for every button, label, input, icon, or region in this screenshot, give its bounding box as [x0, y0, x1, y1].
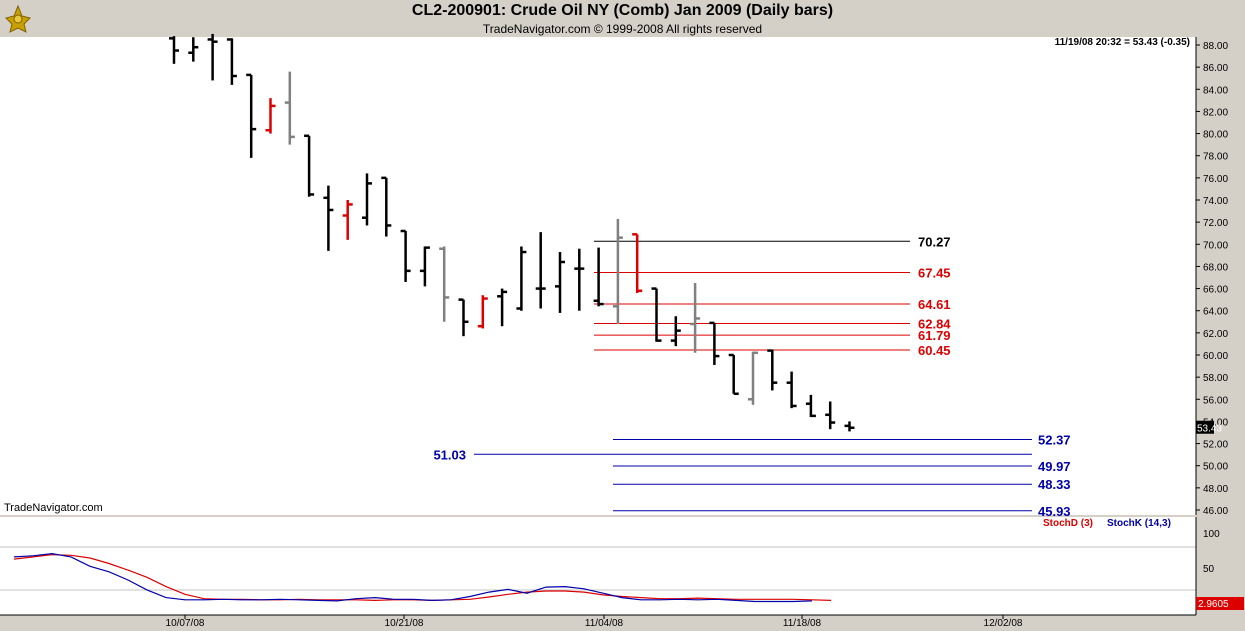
- ohlc-bar: [555, 252, 565, 313]
- ohlc-bar: [825, 401, 836, 430]
- price-tick-label: 70.00: [1203, 240, 1228, 251]
- target-label: 51.03: [433, 447, 466, 462]
- ohlc-bar: [612, 218, 623, 324]
- price-tick-label: 82.00: [1203, 107, 1228, 118]
- target-label: 48.33: [1038, 477, 1071, 492]
- fib-level-label: 62.84: [918, 317, 951, 332]
- target-label: 52.37: [1038, 432, 1071, 447]
- ohlc-bar: [439, 246, 450, 322]
- stoch-series-line: [13, 552, 813, 603]
- ohlc-bar: [362, 173, 372, 226]
- price-axis: 88.00 86.00 84.00 82.00 80.00 78.00 76.00 74.00…: [1195, 37, 1228, 517]
- price-tick-label: 52.00: [1203, 440, 1228, 451]
- ohlc-bar: [805, 394, 816, 418]
- ohlc-bar: [304, 134, 315, 197]
- ohlc-bar: [748, 351, 758, 405]
- price-tick-label: 72.00: [1203, 218, 1228, 229]
- price-tick-label: 64.00: [1203, 307, 1228, 318]
- price-tick-label: 80.00: [1203, 130, 1228, 141]
- stoch-last-box: [1196, 597, 1244, 610]
- price-tick-label: 58.00: [1203, 373, 1228, 384]
- fib-level-label: 61.79: [918, 328, 951, 343]
- ohlc-bar: [651, 287, 662, 342]
- stochastic-panel: 100 50 2.9605: [0, 517, 1244, 615]
- fib-level-label: 64.61: [918, 297, 951, 312]
- price-tick-label: 56.00: [1203, 395, 1228, 406]
- price-tick-label: 50.00: [1203, 462, 1228, 473]
- ohlc-bar: [632, 233, 643, 293]
- price-tick-label: 60.00: [1203, 351, 1228, 362]
- stoch-last-label: 2.9605: [1198, 599, 1229, 610]
- price-tick-label: 54.00: [1203, 417, 1228, 428]
- ohlc-bar: [767, 349, 778, 391]
- ohlc-bar: [188, 37, 199, 62]
- price-tick-label: 76.00: [1203, 174, 1228, 185]
- ohlc-bar: [458, 298, 469, 337]
- legend-stochk: StochK (14,3): [1107, 518, 1171, 529]
- ohlc-bar: [477, 295, 488, 329]
- stochastic-panel-background: [0, 517, 1196, 615]
- fib-level-label: 60.45: [918, 343, 951, 358]
- fib-level-label: 67.45: [918, 266, 951, 281]
- date-axis: 10/07/08 10/21/08 11/04/08 11/18/08 12/02/08: [0, 614, 1196, 629]
- tradenavigator-logo-icon: [4, 4, 32, 34]
- chart-subtitle: TradeNavigator.com © 1999-2008 All right…: [482, 22, 763, 36]
- ohlc-bar: [419, 246, 430, 287]
- price-tick-label: 88.00: [1203, 41, 1228, 52]
- price-tick-label: 78.00: [1203, 152, 1228, 163]
- ohlc-bar: [574, 248, 585, 311]
- date-tick-label: 11/04/08: [585, 618, 624, 629]
- price-tick-label: 74.00: [1203, 196, 1228, 207]
- price-tick-label: 68.00: [1203, 262, 1228, 273]
- date-tick-label: 12/02/08: [984, 618, 1023, 629]
- ohlc-bar: [342, 200, 353, 240]
- stoch-tick-label: 100: [1203, 529, 1220, 540]
- fib-level-label: 70.27: [918, 234, 951, 249]
- ohlc-bar: [497, 288, 508, 327]
- target-label: 45.93: [1038, 504, 1071, 519]
- price-tick-label: 46.00: [1203, 506, 1228, 517]
- price-tick-label: 48.00: [1203, 484, 1228, 495]
- price-tick-label: 66.00: [1203, 285, 1228, 296]
- ohlc-bars: [169, 33, 855, 432]
- price-tick-label: 86.00: [1203, 63, 1228, 74]
- ohlc-bar: [844, 421, 855, 432]
- last-price-label: 53.43: [1197, 424, 1222, 435]
- ohlc-bar: [516, 246, 527, 311]
- stoch-tick-label: 50: [1203, 564, 1215, 575]
- date-tick-label: 10/07/08: [166, 618, 205, 629]
- watermark: TradeNavigator.com: [4, 502, 103, 514]
- ohlc-bar: [670, 316, 681, 347]
- ohlc-bar: [535, 232, 546, 309]
- ohlc-bar: [284, 71, 295, 145]
- price-tick-label: 84.00: [1203, 85, 1228, 96]
- ohlc-bar: [381, 176, 392, 237]
- ohlc-bar: [400, 229, 411, 282]
- last-quote: 11/19/08 20:32 = 53.43 (-0.35): [1055, 37, 1190, 48]
- price-tick-label: 62.00: [1203, 329, 1228, 340]
- ohlc-bar: [265, 98, 276, 134]
- date-tick-label: 10/21/08: [385, 618, 424, 629]
- ohlc-bar: [207, 33, 218, 81]
- ohlc-bar: [593, 247, 604, 307]
- ohlc-bar: [728, 353, 739, 395]
- ohlc-bar: [690, 283, 701, 353]
- last-price-box: [1196, 420, 1214, 434]
- ohlc-bar: [709, 321, 720, 365]
- ohlc-bar: [323, 185, 334, 251]
- date-tick-label: 11/18/08: [783, 618, 822, 629]
- target-label: 49.97: [1038, 459, 1071, 474]
- chart-title: CL2-200901: Crude Oil NY (Comb) Jan 2009…: [411, 2, 834, 19]
- ohlc-bar: [786, 371, 797, 409]
- legend-stochd: StochD (3): [1043, 518, 1093, 529]
- ohlc-bar: [246, 73, 257, 158]
- ohlc-bar: [169, 36, 179, 64]
- ohlc-bar: [226, 38, 237, 85]
